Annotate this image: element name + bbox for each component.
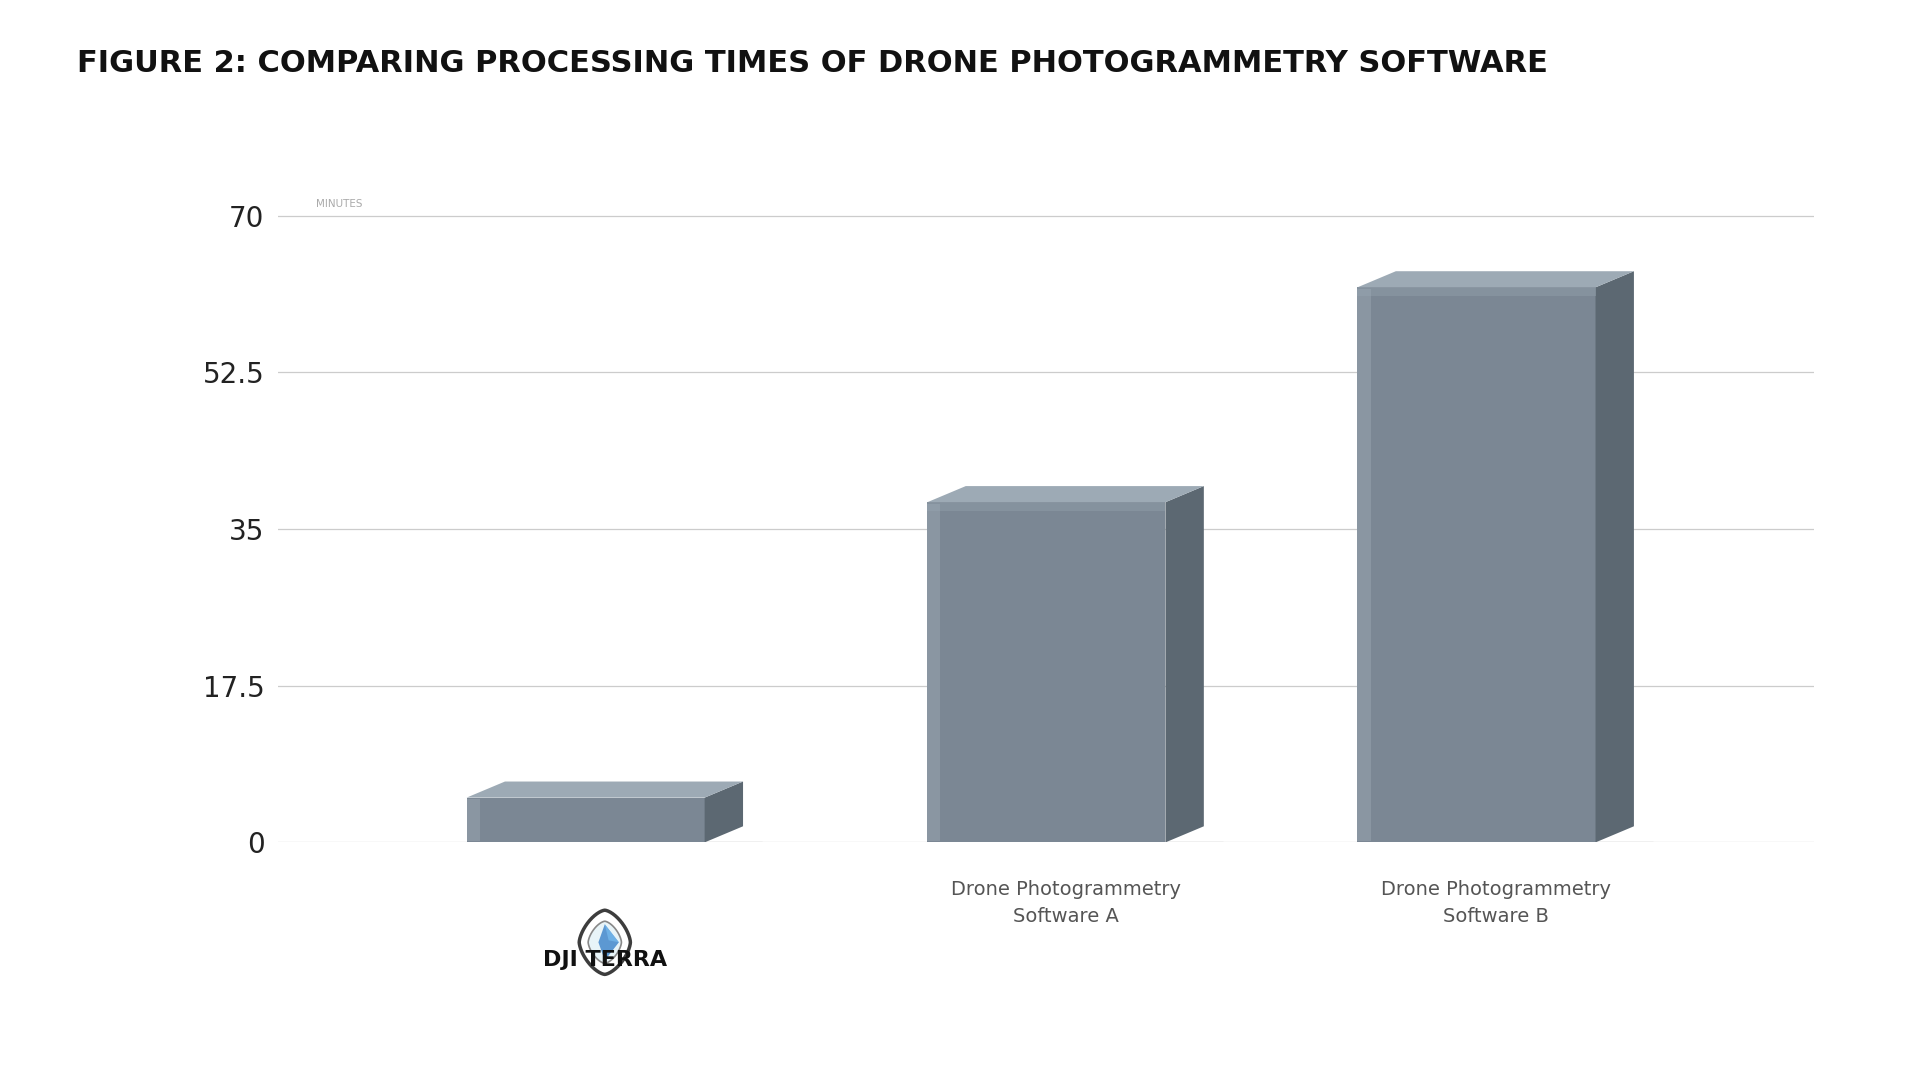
Polygon shape xyxy=(927,502,1165,511)
Text: MINUTES: MINUTES xyxy=(317,199,363,208)
Polygon shape xyxy=(588,921,622,963)
Polygon shape xyxy=(1165,486,1204,842)
Polygon shape xyxy=(1596,271,1634,842)
Polygon shape xyxy=(927,504,941,840)
Polygon shape xyxy=(467,799,480,840)
Polygon shape xyxy=(467,782,743,798)
Polygon shape xyxy=(468,841,762,846)
Polygon shape xyxy=(1357,287,1596,842)
Polygon shape xyxy=(927,502,1165,842)
Polygon shape xyxy=(929,841,1223,846)
Polygon shape xyxy=(1359,841,1653,846)
Text: FIGURE 2: COMPARING PROCESSING TIMES OF DRONE PHOTOGRAMMETRY SOFTWARE: FIGURE 2: COMPARING PROCESSING TIMES OF … xyxy=(77,49,1548,78)
Text: Drone Photogrammetry
Software A: Drone Photogrammetry Software A xyxy=(950,880,1181,926)
Polygon shape xyxy=(599,924,618,960)
Polygon shape xyxy=(605,924,618,942)
Text: DJI TERRA: DJI TERRA xyxy=(543,950,666,971)
Text: Drone Photogrammetry
Software B: Drone Photogrammetry Software B xyxy=(1380,880,1611,926)
Polygon shape xyxy=(705,782,743,842)
Polygon shape xyxy=(1357,287,1596,296)
Polygon shape xyxy=(1357,271,1634,287)
Polygon shape xyxy=(467,798,705,842)
Polygon shape xyxy=(927,486,1204,502)
Polygon shape xyxy=(1357,289,1371,840)
